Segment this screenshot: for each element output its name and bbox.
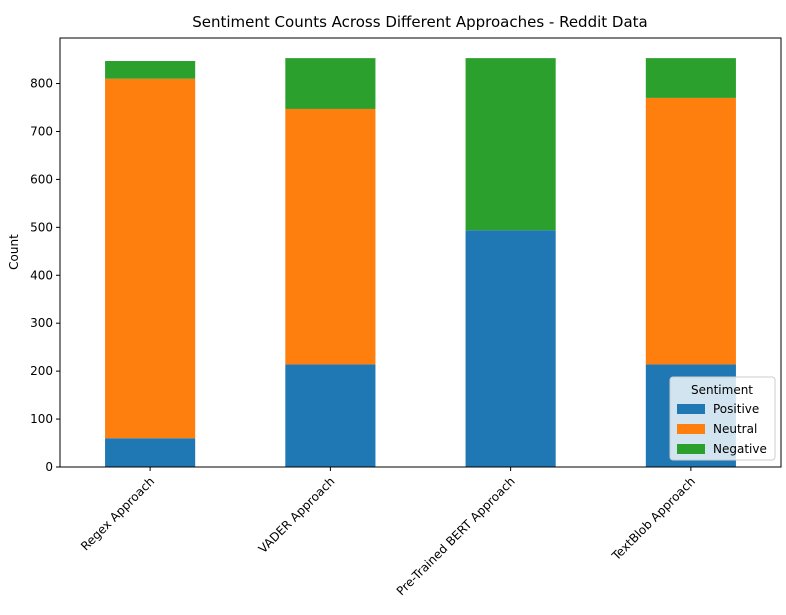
legend-swatch-negative [677, 444, 705, 454]
y-tick-label: 200 [30, 364, 53, 378]
bar-negative-3 [645, 58, 736, 98]
legend-swatch-positive [677, 404, 705, 414]
bar-positive-2 [465, 230, 556, 467]
plot-frame [59, 37, 782, 468]
y-tick-label: 300 [30, 316, 53, 330]
y-tick-label: 100 [30, 412, 53, 426]
bar-positive-0 [105, 438, 196, 467]
legend-swatch-neutral [677, 424, 705, 434]
legend[interactable]: Sentiment Positive Neutral Negative [669, 376, 776, 461]
chart-title: Sentiment Counts Across Different Approa… [192, 13, 648, 31]
y-tick-label: 600 [30, 172, 53, 186]
bar-neutral-3 [645, 97, 736, 365]
bar-neutral-1 [285, 108, 376, 365]
y-tick-label: 400 [30, 268, 53, 282]
bar-negative-2 [465, 58, 556, 231]
x-tick-label: TextBlob Approach [608, 474, 698, 564]
legend-label-positive: Positive [713, 402, 759, 416]
y-tick-label: 500 [30, 220, 53, 234]
x-tick-label: Pre-Trained BERT Approach [394, 474, 518, 598]
y-axis-label: Count [7, 234, 21, 270]
bars-layer [105, 58, 736, 467]
bar-negative-0 [105, 61, 196, 79]
bar-negative-1 [285, 58, 376, 109]
legend-label-neutral: Neutral [713, 422, 757, 436]
legend-frame [669, 376, 776, 461]
y-tick-label: 800 [30, 77, 53, 91]
x-tick-label: Regex Approach [78, 474, 157, 553]
legend-title: Sentiment [691, 383, 753, 397]
legend-label-negative: Negative [713, 442, 767, 456]
y-tick-label: 0 [45, 460, 53, 474]
x-tick-label: VADER Approach [256, 474, 338, 556]
bar-positive-1 [285, 364, 376, 467]
y-tick-label: 700 [30, 124, 53, 138]
bar-neutral-0 [105, 78, 196, 439]
